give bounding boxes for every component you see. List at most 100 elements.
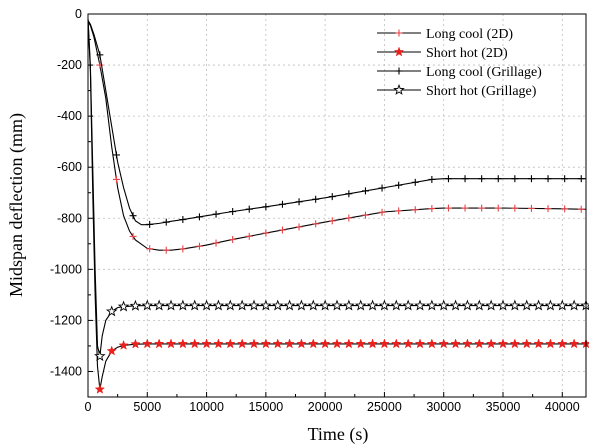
data-point: [438, 338, 449, 349]
data-point: [295, 299, 308, 311]
data-point: [414, 338, 426, 349]
series-1: [87, 21, 587, 254]
data-point: [411, 206, 419, 214]
data-point: [296, 338, 307, 349]
data-point: [426, 338, 438, 349]
data-point: [212, 239, 220, 247]
x-axis-title: Time (s): [308, 424, 369, 445]
data-point: [378, 299, 391, 311]
data-point: [112, 175, 120, 183]
data-point: [411, 178, 419, 186]
data-point: [201, 338, 212, 349]
legend-entry: Short hot (2D): [377, 46, 508, 61]
data-point: [129, 299, 142, 311]
data-point: [94, 350, 106, 362]
data-point: [189, 338, 200, 349]
series-3: [87, 20, 586, 228]
data-point: [497, 299, 509, 311]
data-point: [354, 299, 367, 311]
data-point: [319, 338, 331, 349]
data-point: [248, 299, 260, 311]
tick-layer: 0 5000 10000 15000 20000 25000 30000 35000 40000…: [50, 7, 580, 414]
data-point: [509, 338, 521, 349]
data-point: [245, 232, 253, 240]
data-point: [312, 220, 320, 228]
legend: Long cool (2D) Short hot (2D) Long cool (G…: [377, 27, 542, 99]
legend-label: Short hot (Grillage): [426, 84, 537, 99]
series-layer: [87, 19, 589, 394]
data-point: [527, 204, 535, 212]
x-tick-label: 25000: [367, 400, 402, 414]
y-tick-label: -800: [57, 211, 82, 225]
data-point: [283, 299, 296, 311]
data-point: [391, 338, 402, 349]
x-tick-label: 35000: [486, 400, 521, 414]
data-point: [272, 338, 283, 349]
data-point: [449, 299, 462, 311]
legend-marker: [395, 67, 403, 75]
data-point: [343, 299, 355, 311]
data-point: [117, 300, 130, 312]
y-tick-label: -200: [57, 58, 82, 72]
data-point: [248, 338, 260, 349]
data-point: [142, 338, 153, 349]
legend-marker: [393, 46, 405, 57]
legend-marker: [393, 83, 405, 95]
data-point: [494, 204, 502, 212]
data-point: [260, 299, 272, 311]
data-point: [402, 338, 414, 349]
data-point: [545, 338, 556, 349]
x-tick-label: 30000: [426, 400, 461, 414]
data-point: [229, 236, 237, 244]
data-point: [212, 210, 220, 218]
legend-entry: Long cool (Grillage): [377, 65, 542, 80]
data-point: [195, 213, 203, 221]
data-point: [179, 216, 187, 224]
series-line: [87, 20, 586, 226]
data-point: [577, 205, 585, 213]
data-point: [568, 299, 580, 311]
data-point: [561, 175, 569, 183]
data-point: [260, 338, 272, 349]
y-tick-label: -600: [57, 160, 82, 174]
data-point: [580, 299, 589, 311]
data-point: [461, 299, 474, 311]
series-2: [87, 19, 589, 394]
data-point: [532, 299, 545, 311]
data-point: [497, 338, 509, 349]
data-point: [106, 345, 117, 356]
y-tick-label: -1000: [50, 262, 82, 276]
data-point: [361, 187, 369, 195]
data-point: [511, 204, 519, 212]
data-point: [485, 338, 497, 349]
data-point: [378, 208, 386, 216]
data-point: [162, 218, 170, 226]
data-point: [112, 151, 120, 159]
data-point: [544, 175, 552, 183]
data-point: [414, 299, 426, 311]
data-point: [141, 299, 154, 311]
data-point: [130, 338, 141, 349]
data-point: [262, 203, 270, 211]
legend-entry: Long cool (2D): [377, 27, 513, 42]
data-point: [395, 181, 403, 189]
data-point: [580, 338, 589, 349]
data-point: [444, 175, 452, 183]
data-point: [146, 220, 154, 228]
x-tick-label: 0: [85, 400, 92, 414]
data-point: [165, 338, 177, 349]
data-point: [177, 338, 189, 349]
data-point: [229, 208, 237, 216]
data-point: [278, 226, 286, 234]
legend-label: Long cool (2D): [426, 27, 513, 42]
data-point: [474, 338, 485, 349]
data-point: [462, 338, 473, 349]
data-point: [485, 299, 497, 311]
data-point: [378, 184, 386, 192]
data-point: [577, 175, 585, 183]
data-point: [520, 299, 533, 311]
x-tick-label: 5000: [133, 400, 161, 414]
data-point: [162, 246, 170, 254]
data-point: [200, 299, 213, 311]
data-point: [331, 299, 343, 311]
